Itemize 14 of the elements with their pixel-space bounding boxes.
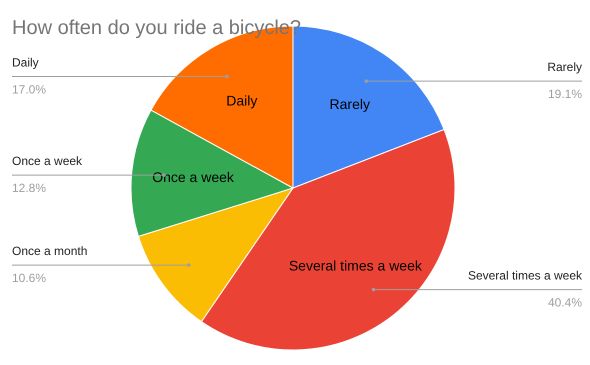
slice-label: Several times a week [288,258,423,274]
data-label: 40.4% [548,296,582,310]
slice-label: Once a week [12,154,84,168]
slice-label: Daily [12,55,39,70]
slice-label: Once a week [152,169,235,186]
data-label: 12.8% [12,181,46,196]
slice-label: Daily [226,92,258,109]
data-label: 19.1% [548,87,582,102]
slice-label: Once a month [12,244,88,258]
slice-label: Rarely [330,96,370,112]
data-label: 17.0% [12,82,46,96]
slice-label: Several times a week [468,268,583,283]
data-label: 10.6% [12,271,46,286]
slice-label: Rarely [547,60,582,74]
